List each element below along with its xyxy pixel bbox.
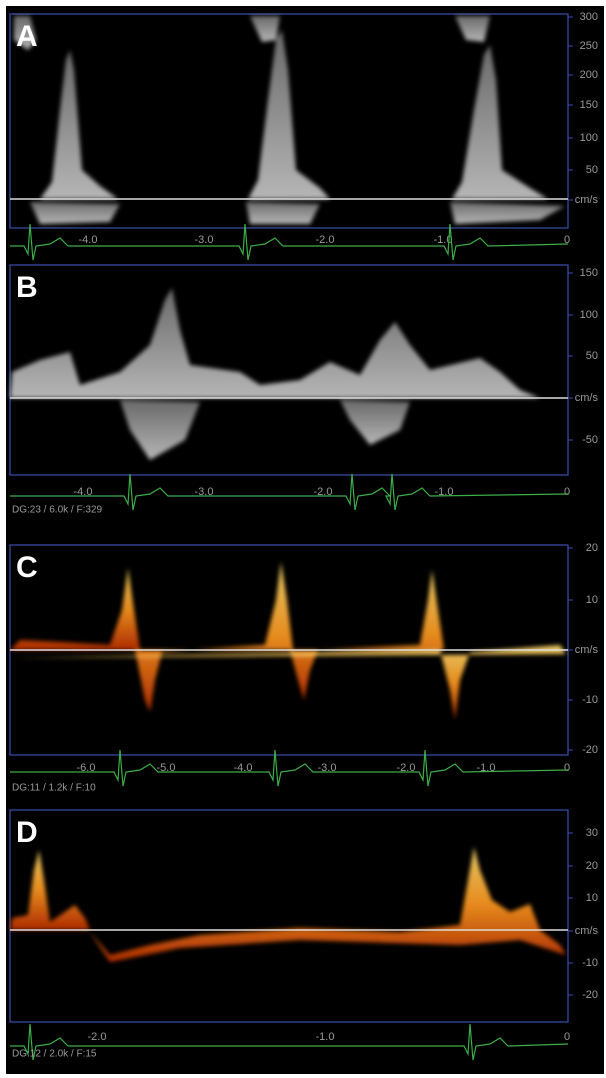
waveform	[30, 202, 120, 224]
x-tick-label: -2.0	[316, 234, 335, 246]
waveform	[455, 16, 490, 42]
ecg-trace	[10, 749, 569, 787]
y-tick-label: -20	[582, 744, 598, 756]
spectral-trace	[10, 847, 566, 962]
y-tick-label: 50	[586, 350, 598, 362]
x-tick-label: 0	[564, 234, 570, 246]
waveform	[10, 568, 140, 650]
y-tick-label: 100	[580, 309, 598, 321]
x-tick-label: 0	[564, 1031, 570, 1043]
y-tick-label: 250	[580, 40, 598, 52]
x-tick-label: -2.0	[88, 1031, 107, 1043]
panel-label: D	[16, 816, 38, 849]
x-tick-label: 0	[564, 762, 570, 774]
panel-label: B	[16, 271, 38, 304]
y-tick-label: -20	[582, 989, 598, 1001]
x-tick-label: -3.0	[195, 234, 214, 246]
x-tick-label: -4.0	[79, 234, 98, 246]
y-tick-label: 50	[586, 164, 598, 176]
y-tick-label: 150	[580, 267, 598, 279]
y-tick-label: 20	[586, 542, 598, 554]
waveform	[14, 16, 36, 50]
x-tick-label: -1.0	[434, 234, 453, 246]
x-tick-label: -1.0	[435, 486, 454, 498]
waveform	[452, 45, 548, 199]
y-tick-label: cm/s	[575, 194, 599, 206]
waveform	[10, 850, 90, 930]
y-tick-label: 200	[580, 69, 598, 81]
waveform	[450, 202, 565, 224]
y-tick-label: 10	[586, 892, 598, 904]
y-tick-label: 10	[586, 594, 598, 606]
panel: D 30 20 10 cm/s -10 -20 -2.0 -1.0 0 DG:12 / 2.0k /…	[9, 809, 599, 1061]
waveform	[12, 645, 566, 720]
y-tick-label: 300	[580, 11, 598, 23]
y-tick-label: 20	[586, 860, 598, 872]
y-tick-label: -10	[582, 694, 598, 706]
ecg-trace	[10, 223, 569, 261]
panel-label: A	[16, 20, 38, 53]
ecg-trace	[10, 473, 569, 511]
y-tick-label: cm/s	[575, 644, 599, 656]
waveform	[40, 50, 118, 199]
x-tick-label: -4.0	[234, 762, 253, 774]
spectral-trace	[14, 16, 565, 224]
panel-label: C	[16, 551, 38, 584]
y-tick-label: -10	[582, 957, 598, 969]
acquisition-settings: DG:23 / 6.0k / F:329	[12, 505, 102, 516]
x-tick-label: -4.0	[74, 486, 93, 498]
acquisition-settings: DG:11 / 1.2k / F:10	[12, 783, 96, 794]
x-tick-label: 0	[564, 486, 570, 498]
x-tick-label: -5.0	[157, 762, 176, 774]
waveform	[340, 400, 410, 445]
panel: A 300 250 200 150 100 50 cm/s -4.0 -3.0 -2.0 -1.0 0	[9, 11, 599, 261]
x-tick-label: -1.0	[316, 1031, 335, 1043]
waveform	[135, 562, 293, 712]
panel: B 150 100 50 cm/s -50 -4.0 -3.0 -2.0 -1.0 0 DG:23 /…	[9, 264, 599, 516]
x-tick-label: -6.0	[77, 762, 96, 774]
waveform	[248, 30, 330, 199]
spectral-trace	[10, 562, 566, 720]
spectral-trace	[10, 288, 540, 460]
acquisition-settings: DG:12 / 2.0k / F:15	[12, 1049, 97, 1060]
waveform	[120, 400, 200, 460]
y-tick-label: 150	[580, 99, 598, 111]
x-tick-label: -3.0	[195, 486, 214, 498]
waveform	[10, 288, 540, 398]
waveform	[90, 847, 566, 962]
ecg-trace	[10, 1023, 569, 1061]
x-tick-label: -2.0	[397, 762, 416, 774]
y-tick-label: cm/s	[575, 925, 599, 937]
waveform	[290, 570, 444, 700]
y-tick-label: 100	[580, 132, 598, 144]
y-tick-label: cm/s	[575, 392, 599, 404]
waveform	[250, 16, 280, 42]
waveform	[246, 202, 320, 224]
x-tick-label: -2.0	[314, 486, 333, 498]
x-tick-label: -3.0	[318, 762, 337, 774]
y-tick-label: -50	[582, 434, 598, 446]
y-tick-label: 30	[586, 827, 598, 839]
